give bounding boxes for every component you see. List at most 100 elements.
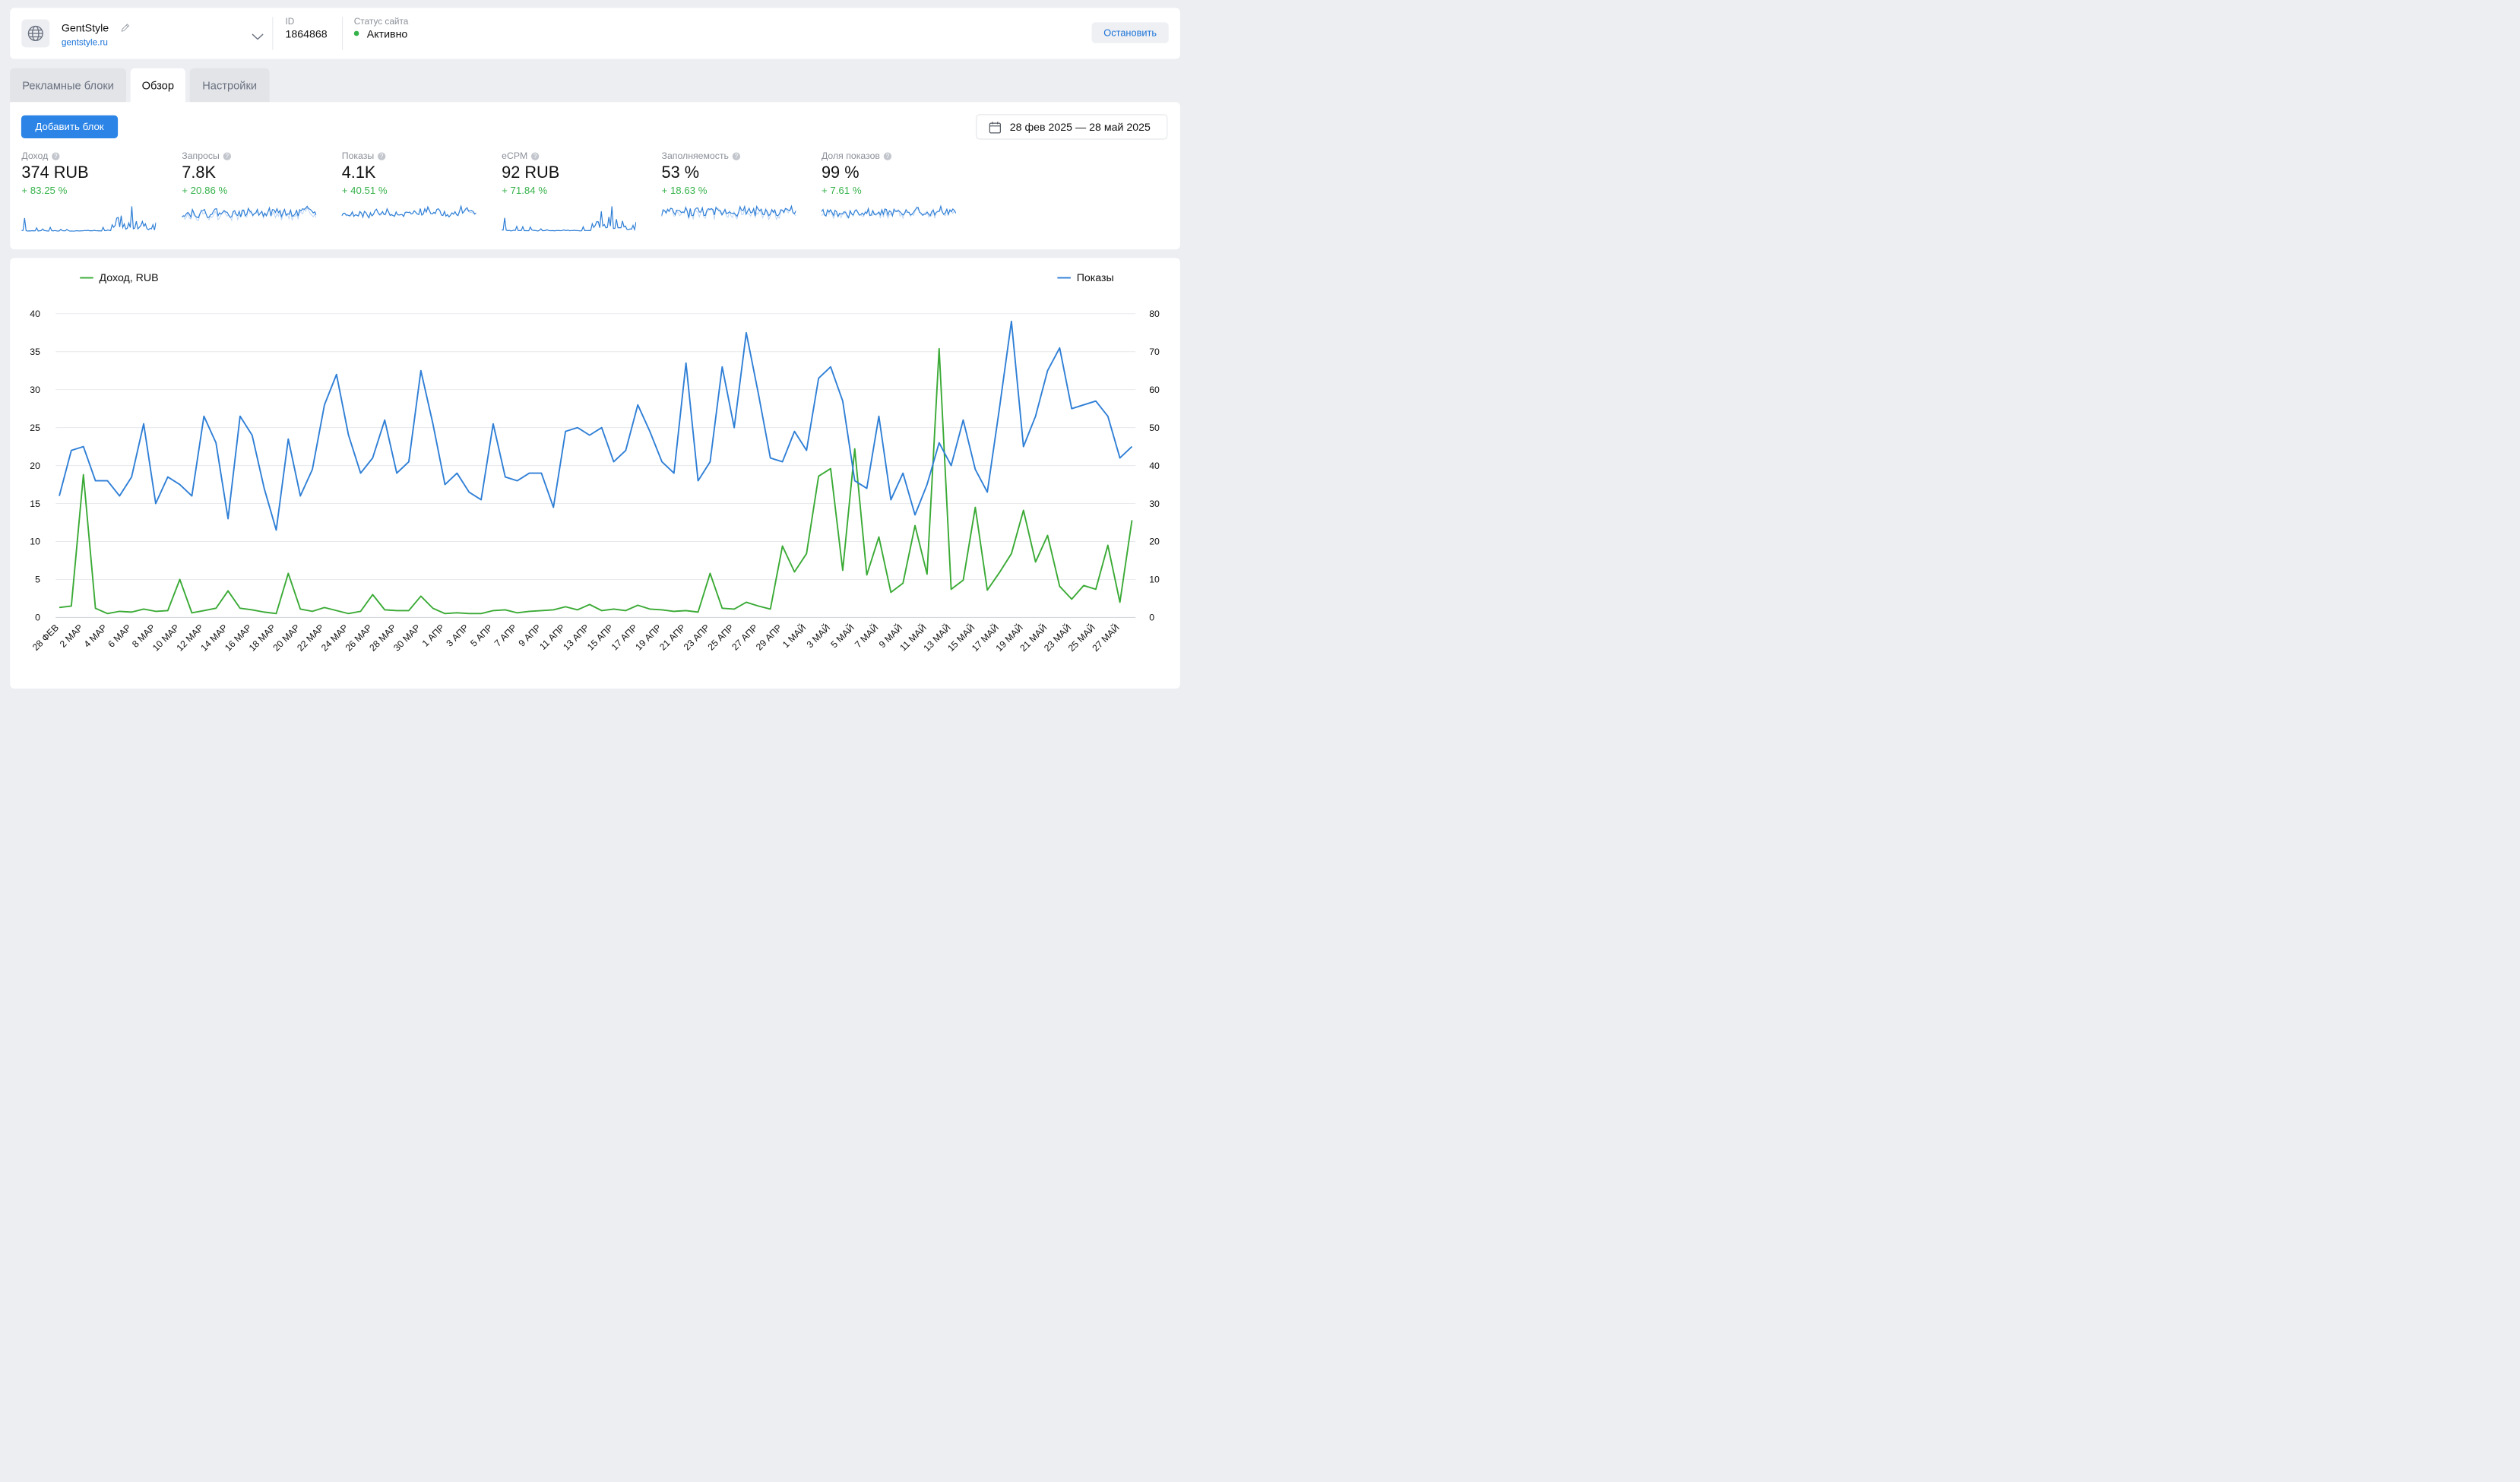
x-tick-label: 11 АПР bbox=[537, 622, 567, 652]
sparkline-current-period bbox=[341, 204, 476, 219]
status-label: Статус сайта bbox=[353, 16, 409, 27]
y-right-tick-label: 70 bbox=[1149, 347, 1160, 357]
x-tick-label: 3 МАЙ bbox=[804, 622, 832, 650]
y-right-tick-label: 10 bbox=[1149, 575, 1160, 585]
metric-fill-rate: Заполняемость? 53 % + 18.63 % bbox=[661, 150, 802, 244]
y-right-tick-label: 50 bbox=[1149, 423, 1160, 433]
sparkline-current-period bbox=[502, 206, 636, 232]
overview-panel: Добавить блок 28 фев 2025 — 28 май 2025 … bbox=[10, 102, 1180, 250]
metric-label: Запросы bbox=[182, 150, 220, 161]
income-series-line bbox=[59, 347, 1133, 615]
metric-impressions: Показы? 4.1K + 40.51 % bbox=[341, 150, 482, 244]
impressions-series-line bbox=[59, 320, 1133, 531]
y-right-tick-label: 0 bbox=[1149, 613, 1154, 623]
metric-label: Доход bbox=[21, 150, 49, 161]
x-tick-label: 28 МАР bbox=[367, 622, 398, 654]
site-url-link[interactable]: gentstyle.ru bbox=[61, 37, 108, 48]
income-impressions-chart: 0 5 10 15 20 25 30 35 40 0 10 20 30 40 50 60 70 80 28 ФЕВ 2… bbox=[10, 258, 1180, 689]
y-left-tick-label: 10 bbox=[30, 537, 40, 547]
header-divider bbox=[342, 17, 343, 50]
header-divider bbox=[272, 17, 274, 50]
metric-value: 4.1K bbox=[341, 163, 376, 182]
x-tick-label: 19 АПР bbox=[633, 622, 663, 653]
x-tick-label: 24 МАР bbox=[319, 622, 350, 654]
x-tick-label: 14 МАР bbox=[198, 622, 230, 654]
calendar-icon bbox=[989, 122, 1002, 134]
sparkline-current-period bbox=[821, 204, 956, 220]
x-tick-label: 22 МАР bbox=[295, 622, 326, 654]
y-left-tick-label: 35 bbox=[30, 347, 40, 357]
site-id: 1864868 bbox=[285, 28, 328, 40]
y-right-tick-label: 60 bbox=[1149, 385, 1160, 395]
metric-delta: + 71.84 % bbox=[502, 185, 548, 196]
x-tick-label: 7 АПР bbox=[492, 622, 519, 649]
help-icon[interactable]: ? bbox=[531, 152, 540, 160]
x-tick-label: 29 АПР bbox=[754, 622, 784, 653]
date-range-text: 28 фев 2025 — 28 май 2025 bbox=[1009, 121, 1151, 134]
legend-impressions[interactable]: Показы bbox=[1057, 271, 1114, 283]
x-tick-label: 6 МАР bbox=[106, 622, 133, 650]
metric-label: eCPM bbox=[502, 150, 528, 161]
help-icon[interactable]: ? bbox=[377, 152, 386, 160]
metric-value: 374 RUB bbox=[21, 163, 89, 182]
legend-label: Доход, RUB bbox=[99, 271, 159, 284]
x-tick-label: 13 АПР bbox=[561, 622, 591, 653]
metric-label: Доля показов bbox=[821, 150, 880, 161]
metric-delta: + 20.86 % bbox=[182, 185, 228, 196]
help-icon[interactable]: ? bbox=[883, 152, 892, 160]
x-tick-label: 15 АПР bbox=[585, 622, 616, 653]
metric-value: 92 RUB bbox=[502, 163, 560, 182]
tab-overview[interactable]: Обзор bbox=[130, 68, 185, 103]
globe-icon bbox=[27, 25, 43, 42]
x-tick-label: 16 МАР bbox=[223, 622, 254, 654]
x-tick-label: 28 ФЕВ bbox=[30, 622, 61, 653]
add-block-button[interactable]: Добавить блок bbox=[21, 115, 119, 139]
x-tick-label: 7 МАЙ bbox=[852, 622, 880, 650]
metric-sparkline bbox=[661, 204, 796, 221]
stop-site-button[interactable]: Остановить bbox=[1091, 22, 1169, 43]
pencil-icon bbox=[121, 24, 130, 32]
legend-income[interactable]: Доход, RUB bbox=[79, 271, 159, 284]
metric-sparkline bbox=[21, 206, 157, 232]
help-icon[interactable]: ? bbox=[52, 152, 60, 160]
chevron-down-icon bbox=[252, 33, 264, 40]
site-name: GentStyle bbox=[61, 22, 109, 34]
x-tick-label: 26 МАР bbox=[343, 622, 375, 654]
edit-site-name-button[interactable] bbox=[120, 22, 131, 35]
y-right-tick-label: 30 bbox=[1149, 499, 1160, 509]
x-tick-label: 5 МАЙ bbox=[828, 622, 856, 650]
metric-requests: Запросы? 7.8K + 20.86 % bbox=[182, 150, 321, 244]
y-right-tick-label: 40 bbox=[1149, 461, 1160, 471]
metric-value: 99 % bbox=[821, 163, 860, 182]
x-tick-label: 27 АПР bbox=[730, 622, 760, 653]
x-tick-label: 3 АПР bbox=[444, 622, 470, 649]
site-selector-toggle[interactable] bbox=[251, 33, 264, 43]
tab-ad-blocks[interactable]: Рекламные блоки bbox=[10, 68, 126, 103]
x-tick-label: 21 АПР bbox=[657, 622, 688, 653]
x-tick-label: 4 МАР bbox=[82, 622, 109, 650]
y-left-tick-label: 15 bbox=[30, 499, 40, 509]
y-left-tick-label: 5 bbox=[35, 575, 40, 585]
metric-delta: + 83.25 % bbox=[21, 185, 68, 196]
tab-settings[interactable]: Настройки bbox=[189, 68, 270, 103]
legend-swatch bbox=[79, 277, 93, 279]
y-right-tick-label: 20 bbox=[1149, 537, 1160, 547]
metric-income: Доход? 374 RUB + 83.25 % bbox=[21, 150, 161, 244]
help-icon[interactable]: ? bbox=[732, 152, 741, 160]
metric-sparkline bbox=[182, 205, 317, 222]
x-tick-label: 18 МАР bbox=[247, 622, 278, 654]
sparkline-previous-period bbox=[21, 209, 157, 232]
date-range-picker[interactable]: 28 фев 2025 — 28 май 2025 bbox=[976, 114, 1168, 140]
status-value: Активно bbox=[366, 28, 408, 40]
sparkline-current-period bbox=[182, 205, 317, 219]
y-left-tick-label: 40 bbox=[30, 309, 40, 319]
id-label: ID bbox=[285, 16, 295, 27]
y-left-tick-label: 25 bbox=[30, 423, 40, 433]
sparkline-current-period bbox=[661, 204, 796, 218]
x-tick-label: 1 МАЙ bbox=[780, 622, 808, 650]
metric-sparkline bbox=[502, 206, 636, 232]
metric-label: Заполняемость bbox=[661, 150, 729, 161]
metric-ecpm: eCPM? 92 RUB + 71.84 % bbox=[502, 150, 641, 244]
help-icon[interactable]: ? bbox=[223, 152, 231, 160]
